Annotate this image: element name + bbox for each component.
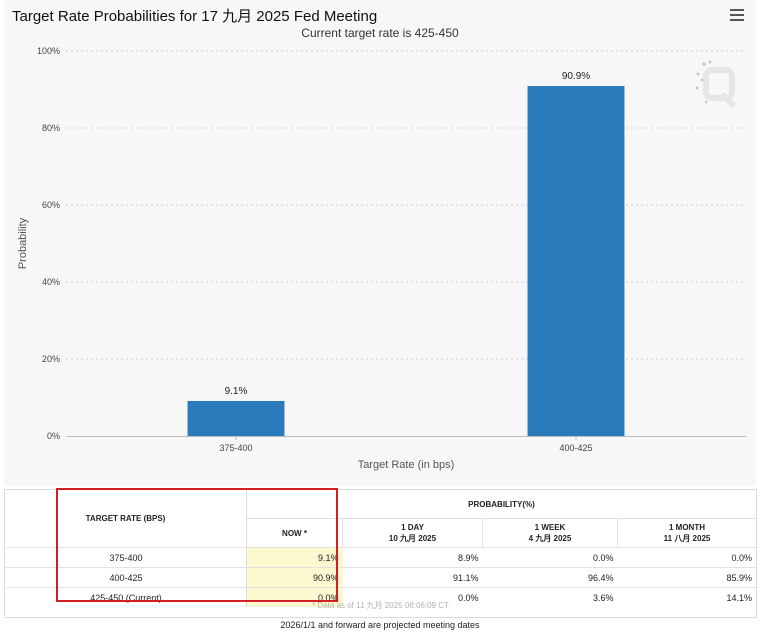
table-row: 400-425 90.9% 91.1% 96.4% 85.9%	[5, 567, 756, 588]
probability-table: TARGET RATE (BPS) PROBABILITY(%) NOW * 1…	[5, 490, 756, 607]
value-cell-1-day: 8.9%	[342, 547, 483, 568]
y-tick-label: 100%	[37, 46, 60, 56]
data-label: 9.1%	[225, 386, 248, 397]
x-tick-label: 400-425	[559, 443, 592, 453]
footer-note: 2026/1/1 and forward are projected meeti…	[280, 620, 480, 630]
table-row: 425-450 (Current) 0.0% 0.0% 3.6% 14.1%	[5, 587, 756, 607]
column-header-now: NOW *	[246, 518, 343, 548]
chart-subtitle: Current target rate is 425-450	[301, 26, 459, 40]
value-cell-1-month: 85.9%	[617, 567, 756, 588]
header-line1: 1 MONTH	[669, 523, 705, 532]
column-header-1-month: 1 MONTH 11 八月 2025	[618, 519, 757, 548]
header-line1: NOW *	[282, 528, 307, 538]
value-cell-1-day: 0.0%	[342, 587, 483, 607]
value-cell-1-day: 91.1%	[342, 567, 483, 588]
header-line1: 1 WEEK	[534, 523, 566, 532]
value-cell-now: 9.1%	[246, 547, 343, 568]
y-tick-label: 80%	[42, 123, 60, 133]
logo-watermark-icon	[695, 60, 737, 109]
y-axis-title: Probability	[17, 217, 29, 269]
page-title: Target Rate Probabilities for 17 九月 2025…	[12, 8, 378, 25]
value-cell-1-week: 3.6%	[482, 587, 618, 607]
hamburger-menu-icon[interactable]	[730, 9, 744, 21]
chart-panel: Target Rate Probabilities for 17 九月 2025…	[4, 0, 756, 486]
x-axis-title: Target Rate (in bps)	[358, 459, 455, 471]
column-header-probability: PROBABILITY(%)	[246, 490, 756, 519]
header-line2: 11 八月 2025	[663, 534, 711, 543]
y-tick-label: 0%	[47, 431, 60, 441]
header-line2: 10 九月 2025	[388, 534, 437, 543]
header-line2: 4 九月 2025	[528, 534, 572, 543]
rate-cell: 375-400	[5, 547, 247, 568]
column-header-1-day: 1 DAY 10 九月 2025	[342, 518, 483, 548]
bar-chart: 0% 20% 40% 60% 80% 100% 9.1% 375-400 90.9% 400-42…	[17, 46, 746, 471]
table-row: 375-400 9.1% 8.9% 0.0% 0.0%	[5, 547, 756, 568]
rate-cell: 425-450 (Current)	[5, 587, 247, 607]
x-tick-label: 375-400	[219, 443, 252, 453]
data-label: 90.9%	[562, 71, 590, 82]
value-cell-1-month: 14.1%	[617, 587, 756, 607]
bar	[527, 86, 625, 436]
value-cell-now: 0.0%	[246, 587, 343, 607]
data-timestamp-note: * Data as of 11 九月 2025 08:06:09 CT	[312, 601, 449, 610]
header-line1: 1 DAY	[401, 523, 424, 532]
value-cell-1-week: 96.4%	[482, 567, 618, 588]
column-header-target-rate: TARGET RATE (BPS)	[5, 490, 247, 548]
column-header-1-week: 1 WEEK 4 九月 2025	[482, 518, 618, 548]
bar	[187, 400, 285, 436]
y-tick-label: 40%	[42, 277, 60, 287]
rate-cell: 400-425	[5, 567, 247, 588]
value-cell-1-month: 0.0%	[617, 547, 756, 568]
highlight-box	[56, 488, 338, 602]
y-tick-label: 60%	[42, 200, 60, 210]
value-cell-now: 90.9%	[246, 567, 343, 588]
probability-table-panel: TARGET RATE (BPS) PROBABILITY(%) NOW * 1…	[4, 489, 757, 618]
value-cell-1-week: 0.0%	[482, 547, 618, 568]
y-tick-label: 20%	[42, 354, 60, 364]
